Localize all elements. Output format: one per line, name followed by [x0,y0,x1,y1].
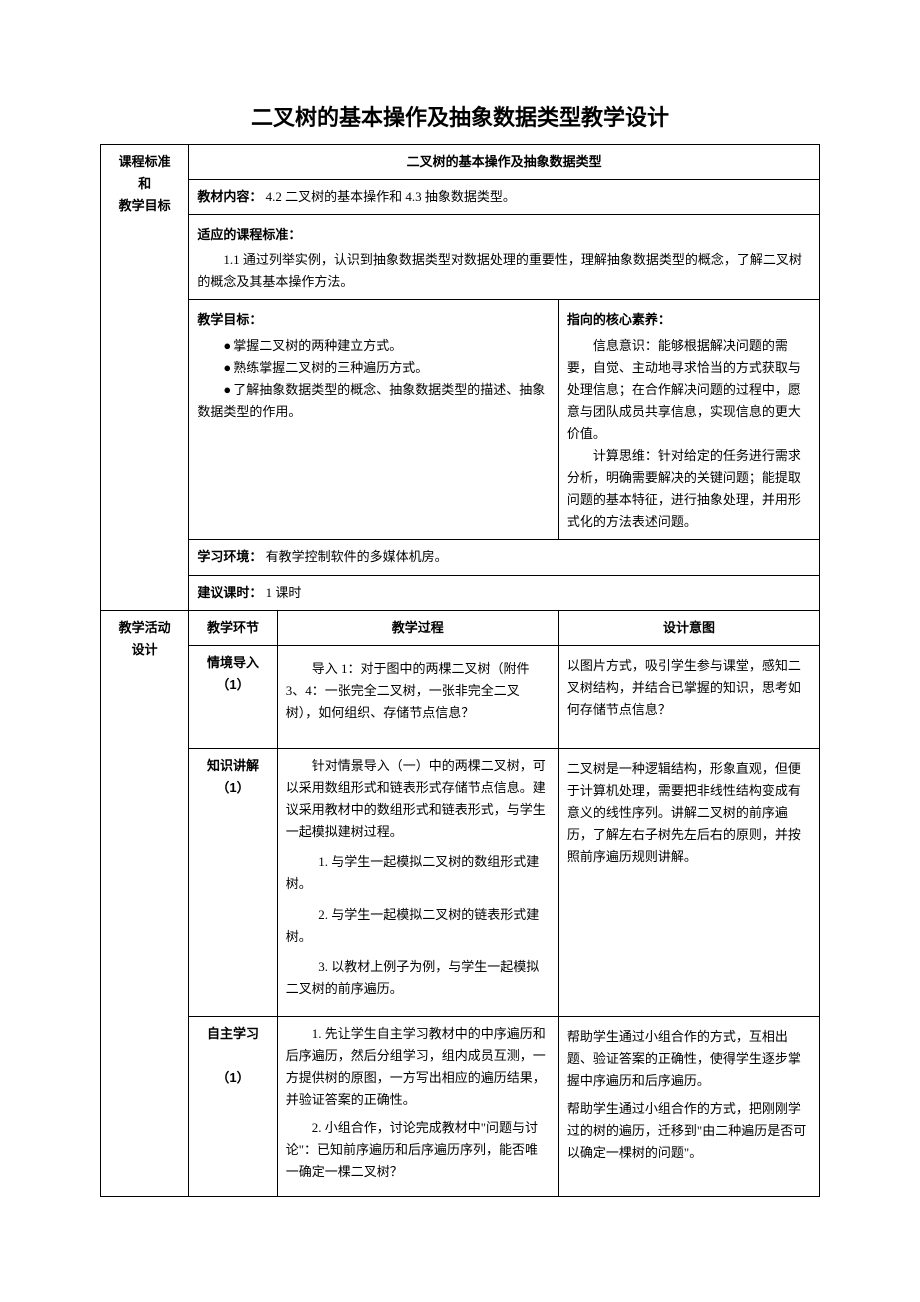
standard-row: 适应的课程标准： 1.1 通过列举实例，认识到抽象数据类型对数据处理的重要性，理… [189,215,820,300]
lesson-title: 二叉树的基本操作及抽象数据类型 [189,145,820,180]
side-label-standards: 课程标准 和 教学目标 [101,145,189,611]
activity-2-intent: 二叉树是一种逻辑结构，形象直观，但便于计算机处理，需要把非线性结构变成有意义的线… [558,748,819,1016]
hours-row: 建议课时： 1 课时 [189,575,820,610]
activity-2-process: 针对情景导入（一）中的两棵二叉树，可以采用数组形式和链表形式存储节点信息。建议采… [277,748,558,1016]
activity-3-process: 1. 先让学生自主学习教材中的中序遍历和后序遍历，然后分组学习，组内成员互测，一… [277,1016,558,1196]
col-header-intent: 设计意图 [558,610,819,645]
activity-1-intent: 以图片方式，吸引学生参与课堂，感知二叉树结构，并结合已掌握的知识，思考如何存储节… [558,645,819,748]
activity-3-name: 自主学习 （1） [189,1016,277,1196]
col-header-section: 教学环节 [189,610,277,645]
col-header-process: 教学过程 [277,610,558,645]
page: 二叉树的基本操作及抽象数据类型教学设计 课程标准 和 教学目标 二叉树的基本操作… [0,0,920,1257]
activity-1-name: 情境导入 （1） [189,645,277,748]
activity-2-name: 知识讲解 （1） [189,748,277,1016]
materials-row: 教材内容： 4.2 二叉树的基本操作和 4.3 抽象数据类型。 [189,180,820,215]
goals-cell: 教学目标： 掌握二叉树的两种建立方式。 熟练掌握二叉树的三种遍历方式。 了解抽象… [189,300,559,540]
core-competence-cell: 指向的核心素养： 信息意识：能够根据解决问题的需要，自觉、主动地寻求恰当的方式获… [558,300,819,540]
lesson-plan-table: 课程标准 和 教学目标 二叉树的基本操作及抽象数据类型 教材内容： 4.2 二叉… [100,144,820,1197]
environment-row: 学习环境： 有教学控制软件的多媒体机房。 [189,540,820,575]
activity-3-intent: 帮助学生通过小组合作的方式，互相出题、验证答案的正确性，使得学生逐步掌握中序遍历… [558,1016,819,1196]
activity-1-process: 导入 1：对于图中的两棵二叉树（附件 3、4：一张完全二叉树，一张非完全二叉树）… [277,645,558,748]
side-label-activities: 教学活动 设计 [101,610,189,1196]
document-title: 二叉树的基本操作及抽象数据类型教学设计 [100,100,820,132]
